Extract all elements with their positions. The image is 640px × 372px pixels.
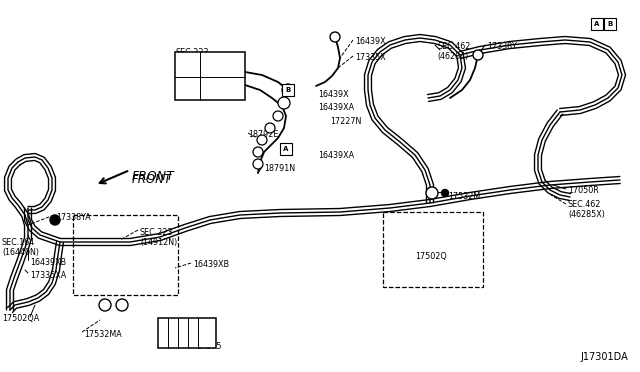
Text: 17532M: 17532M [448,192,480,201]
Text: 17502Q: 17502Q [415,252,447,261]
FancyBboxPatch shape [604,18,616,30]
Bar [175,52,245,100]
Text: B: B [285,87,291,93]
Circle shape [99,299,111,311]
Text: 18791N: 18791N [264,164,295,173]
Circle shape [330,32,340,42]
Text: 17335X: 17335X [355,53,386,62]
Bar [383,212,483,287]
Text: J17301DA: J17301DA [580,352,628,362]
Text: 17502QA: 17502QA [2,314,39,323]
Circle shape [265,123,275,133]
Bar [73,215,178,295]
Circle shape [253,147,263,157]
Text: 17050R: 17050R [568,186,599,195]
Text: 17338Y: 17338Y [487,42,517,51]
Text: 17227N: 17227N [330,117,362,126]
FancyBboxPatch shape [591,18,603,30]
Text: 16439XB: 16439XB [193,260,229,269]
Circle shape [442,189,449,196]
Text: SEC.223
(14912N): SEC.223 (14912N) [140,228,177,247]
Text: A: A [284,146,289,152]
Circle shape [253,159,263,169]
Text: 16439X: 16439X [318,90,349,99]
Text: B: B [607,21,612,27]
Text: 17338YA: 17338YA [56,213,91,222]
Text: 16439XA: 16439XA [318,151,354,160]
Text: SEC.462
(46285X): SEC.462 (46285X) [568,200,605,219]
Circle shape [257,135,267,145]
Circle shape [426,187,438,199]
Bar [158,318,216,348]
Text: 16439XA: 16439XA [318,103,354,112]
Circle shape [50,215,60,225]
Circle shape [116,299,128,311]
Text: FRONT: FRONT [132,170,175,183]
Text: SEC.223
(14950): SEC.223 (14950) [175,48,209,67]
Text: 17575: 17575 [196,342,221,351]
FancyBboxPatch shape [280,143,292,155]
Text: 16439X: 16439X [355,37,386,46]
Text: SEC.462
(46284): SEC.462 (46284) [437,42,470,61]
Text: 16439XB: 16439XB [30,258,66,267]
Circle shape [282,84,294,96]
FancyBboxPatch shape [282,84,294,96]
Circle shape [273,111,283,121]
Text: 17532MA: 17532MA [84,330,122,339]
Text: 18792E: 18792E [248,130,278,139]
Circle shape [278,97,290,109]
Circle shape [473,50,483,60]
Text: 17335XA: 17335XA [30,271,67,280]
Text: A: A [595,21,600,27]
Text: SEC.164
(16440N): SEC.164 (16440N) [2,238,39,257]
Text: FRONT: FRONT [132,173,172,186]
